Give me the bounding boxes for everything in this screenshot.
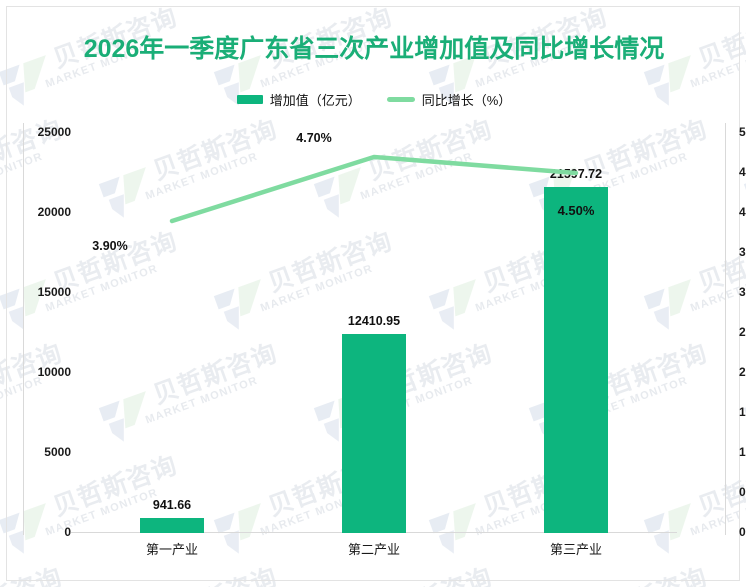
chart-container: 2026年一季度广东省三次产业增加值及同比增长情况 增加值（亿元） 同比增长（%… [6,6,746,581]
y-tick-right: 2.00% [739,365,746,379]
y-tick-right: 3.50% [739,245,746,259]
y-tick-right: 1.50% [739,405,746,419]
y-tick-left: 20000 [37,205,71,219]
y-tick-right: 4.00% [739,205,746,219]
legend-label-line: 同比增长（%） [421,93,512,108]
x-tick-label: 第三产业 [549,542,602,557]
chart-legend: 增加值（亿元） 同比增长（%） [7,90,741,109]
plot-area: 0 5000 10000 15000 20000 25000 0.00% 0.50% 1.00… [23,123,746,557]
y-tick-right: 1.00% [739,445,746,459]
line-series-svg [169,154,579,224]
y-tick-left: 5000 [44,445,71,459]
bar[interactable] [342,334,406,533]
chart-title: 2026年一季度广东省三次产业增加值及同比增长情况 [83,35,665,63]
y-tick-left: 15000 [37,285,71,299]
legend-label-bar: 增加值（亿元） [269,93,361,108]
bar[interactable] [544,187,608,533]
legend-line-swatch-icon [386,97,415,102]
growth-line [169,154,579,224]
y-tick-right: 5.00% [739,125,746,139]
x-tick-label: 第二产业 [347,542,400,557]
y-axis-right-line [725,123,726,535]
y-tick-right: 4.50% [739,165,746,179]
y-tick-left: 10000 [37,365,71,379]
y-axis-left-line [23,123,24,535]
bar-value-label: 941.66 [152,497,192,512]
y-tick-left: 25000 [37,125,71,139]
line-value-label: 3.90% [92,239,128,253]
y-tick-right: 0.50% [739,485,746,499]
y-tick-right: 3.00% [739,285,746,299]
legend-item-line[interactable]: 同比增长（%） [386,90,512,109]
x-tick-label: 第一产业 [145,542,198,557]
y-tick-right: 2.50% [739,325,746,339]
legend-bar-swatch-icon [236,95,263,104]
bar-value-label: 12410.95 [347,314,401,329]
y-tick-right: 0.00% [739,525,746,539]
legend-item-bar[interactable]: 增加值（亿元） [236,90,361,109]
y-tick-left: 0 [64,525,71,539]
line-value-label: 4.70% [296,131,332,145]
bar[interactable] [140,517,204,533]
bar-inner-percent-label: 4.50% [557,203,595,219]
